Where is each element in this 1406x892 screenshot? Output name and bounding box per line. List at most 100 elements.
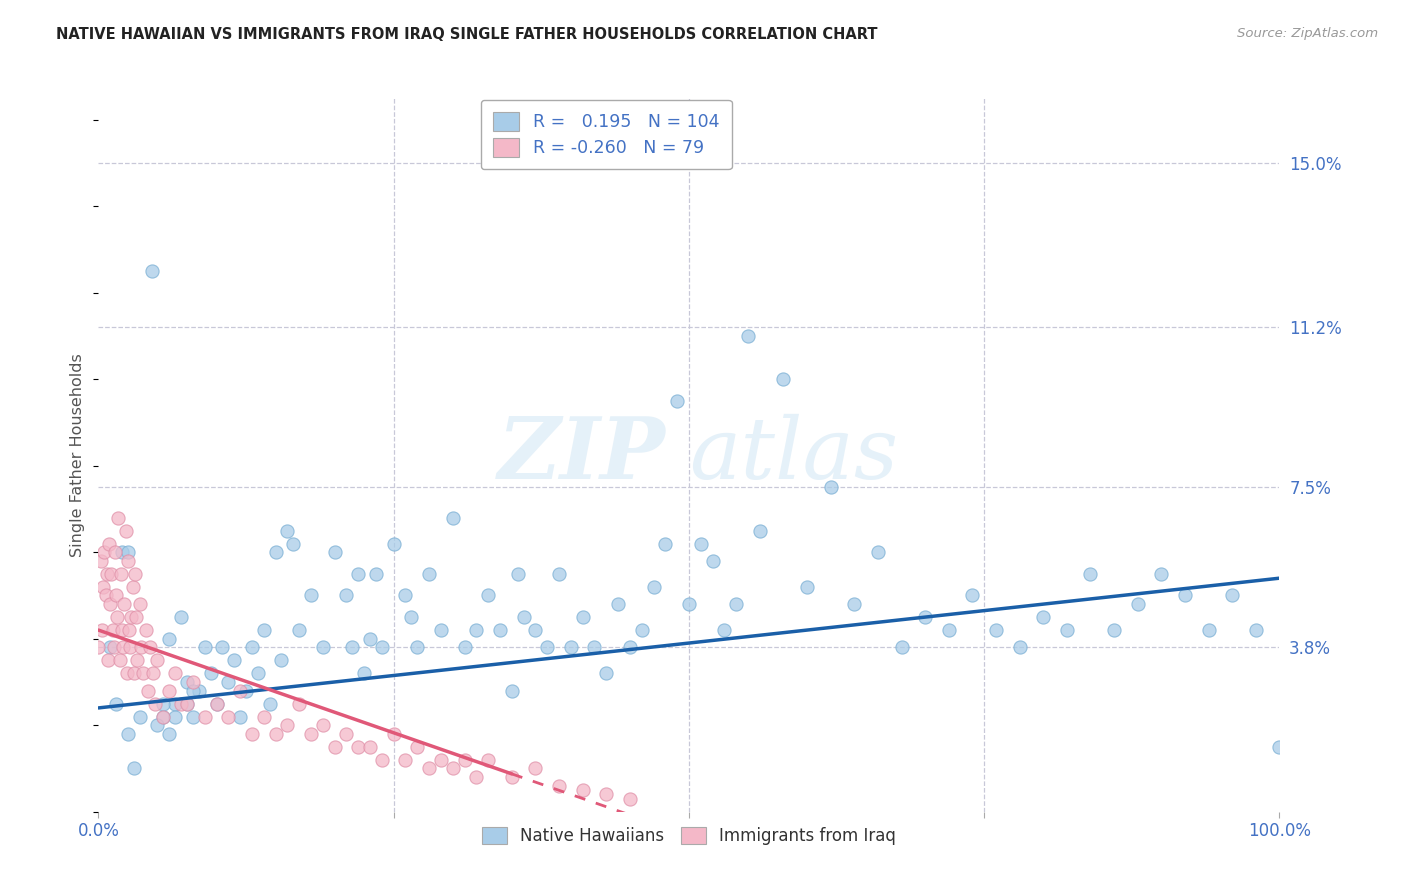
Point [128,709,150,723]
Point [181,675,204,690]
Point [90,554,112,568]
Point [165,697,187,711]
Point [371,640,394,655]
Point [98,536,121,550]
Point [264,727,287,741]
Point [97,653,120,667]
Point [619,640,641,655]
Point [359,632,381,646]
Point [170,697,193,711]
Point [103,640,125,655]
Point [100,566,122,581]
Point [111,623,134,637]
Point [796,580,818,594]
Point [323,545,346,559]
Point [157,632,180,646]
Point [108,653,131,667]
Point [101,623,124,637]
Point [114,524,136,538]
Point [299,727,322,741]
Point [211,640,233,655]
Point [253,709,276,723]
Point [323,739,346,754]
Point [115,666,138,681]
Point [152,697,174,711]
Point [288,623,311,637]
Point [453,753,475,767]
Point [128,597,150,611]
Point [512,610,534,624]
Point [489,623,512,637]
Point [335,727,357,741]
Point [1220,589,1243,603]
Point [229,683,252,698]
Point [96,566,118,581]
Point [312,718,335,732]
Point [548,779,571,793]
Point [524,623,547,637]
Point [187,683,209,698]
Point [382,727,405,741]
Point [122,666,145,681]
Point [607,597,630,611]
Point [748,524,770,538]
Point [418,566,440,581]
Point [124,566,146,581]
Point [246,666,269,681]
Point [217,675,239,690]
Point [371,753,394,767]
Point [1008,640,1031,655]
Point [276,524,298,538]
Point [430,753,453,767]
Point [501,683,523,698]
Point [477,589,499,603]
Point [146,718,169,732]
Point [200,666,222,681]
Point [418,762,440,776]
Point [94,589,117,603]
Point [506,566,529,581]
Point [394,589,416,603]
Point [165,666,187,681]
Point [583,640,606,655]
Point [914,610,936,624]
Point [205,697,228,711]
Point [91,623,114,637]
Point [465,623,488,637]
Point [1268,739,1291,754]
Point [772,372,794,386]
Point [98,597,121,611]
Point [441,510,464,524]
Point [548,566,571,581]
Point [107,510,129,524]
Point [406,739,429,754]
Text: NATIVE HAWAIIAN VS IMMIGRANTS FROM IRAQ SINGLE FATHER HOUSEHOLDS CORRELATION CHA: NATIVE HAWAIIAN VS IMMIGRANTS FROM IRAQ … [56,27,877,42]
Point [117,727,139,741]
Point [121,610,143,624]
Point [157,683,180,698]
Point [430,623,453,637]
Point [737,329,759,343]
Point [87,640,110,655]
Point [253,623,276,637]
Point [259,697,281,711]
Point [347,739,370,754]
Point [619,791,641,805]
Point [984,623,1007,637]
Point [406,640,429,655]
Point [194,709,217,723]
Text: Source: ZipAtlas.com: Source: ZipAtlas.com [1237,27,1378,40]
Point [394,753,416,767]
Point [524,762,547,776]
Point [1056,623,1078,637]
Point [194,640,217,655]
Point [122,762,145,776]
Point [105,610,128,624]
Point [143,697,166,711]
Point [342,640,364,655]
Point [595,788,617,802]
Point [1174,589,1197,603]
Point [176,697,198,711]
Point [146,653,169,667]
Point [725,597,748,611]
